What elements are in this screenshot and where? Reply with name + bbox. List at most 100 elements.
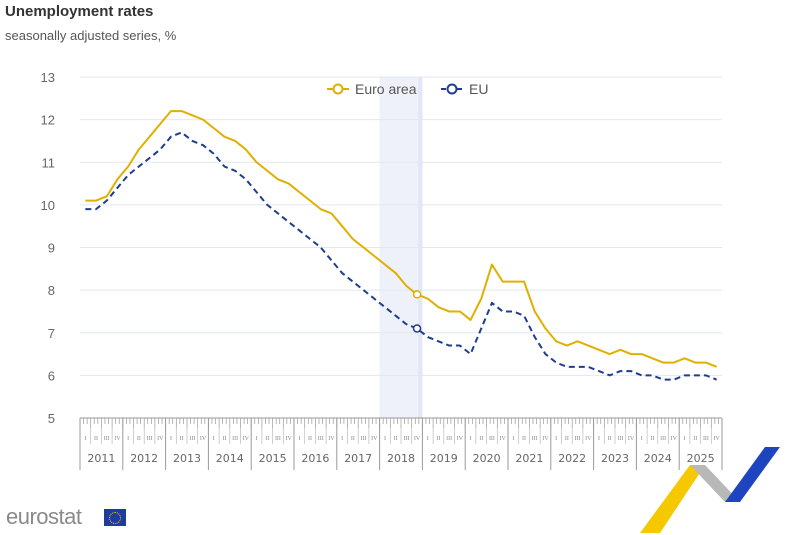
year-label: 2021 — [515, 452, 543, 465]
quarter-label: III — [318, 436, 324, 442]
quarter-label: IV — [499, 436, 506, 442]
quarter-label: IV — [371, 436, 378, 442]
quarter-label: II — [394, 436, 398, 442]
series-line-euro-area — [85, 110, 718, 368]
year-label: 2020 — [473, 452, 501, 465]
quarter-label: II — [565, 436, 569, 442]
quarter-label: III — [446, 436, 452, 442]
quarter-label: III — [660, 436, 666, 442]
quarter-label: I — [84, 436, 86, 442]
quarter-label: II — [693, 436, 697, 442]
brand-ribbon-blue — [725, 447, 780, 502]
quarter-label: III — [532, 436, 538, 442]
legend-marker — [446, 83, 458, 95]
year-label: 2022 — [558, 452, 586, 465]
quarter-label: II — [265, 436, 269, 442]
year-label: 2024 — [644, 452, 672, 465]
quarter-label: I — [598, 436, 600, 442]
quarter-label: II — [180, 436, 184, 442]
quarter-label: II — [351, 436, 355, 442]
series-marker — [412, 324, 422, 333]
y-tick-label: 7 — [48, 326, 55, 341]
quarter-label: III — [147, 436, 153, 442]
legend-label: EU — [469, 81, 488, 97]
chart-title: Unemployment rates — [5, 3, 154, 20]
year-label: 2025 — [687, 452, 715, 465]
quarter-label: II — [650, 436, 654, 442]
year-label: 2017 — [344, 452, 372, 465]
y-tick-label: 12 — [41, 113, 55, 128]
legend-marker — [332, 83, 344, 95]
chart-subtitle: seasonally adjusted series, % — [5, 28, 177, 43]
quarter-label: I — [256, 436, 258, 442]
quarter-label: I — [341, 436, 343, 442]
quarter-label: IV — [585, 436, 592, 442]
quarter-label: III — [703, 436, 709, 442]
quarter-label: IV — [285, 436, 292, 442]
quarter-label: III — [617, 436, 623, 442]
quarter-label: I — [170, 436, 172, 442]
quarter-label: III — [189, 436, 195, 442]
year-label: 2012 — [130, 452, 158, 465]
quarter-label: II — [137, 436, 141, 442]
quarter-label: II — [522, 436, 526, 442]
y-tick-label: 10 — [41, 198, 55, 213]
quarter-label: II — [479, 436, 483, 442]
quarter-label: I — [470, 436, 472, 442]
brand-ribbon-grey — [690, 465, 740, 502]
year-label: 2011 — [87, 452, 115, 465]
quarter-label: I — [127, 436, 129, 442]
quarter-label: III — [361, 436, 367, 442]
quarter-label: IV — [157, 436, 164, 442]
year-label: 2013 — [173, 452, 201, 465]
quarter-label: IV — [114, 436, 121, 442]
legend-label: Euro area — [355, 81, 417, 97]
quarter-label: I — [384, 436, 386, 442]
quarter-label: I — [684, 436, 686, 442]
quarter-label: I — [427, 436, 429, 442]
eurostat-logo: eurostat — [6, 504, 82, 529]
year-label: 2019 — [430, 452, 458, 465]
quarter-label: I — [555, 436, 557, 442]
quarter-label: I — [213, 436, 215, 442]
quarter-label: IV — [628, 436, 635, 442]
year-label: 2016 — [301, 452, 329, 465]
quarter-label: III — [232, 436, 238, 442]
year-label: 2023 — [601, 452, 629, 465]
quarter-label: I — [298, 436, 300, 442]
quarter-label: III — [403, 436, 409, 442]
quarter-label: II — [94, 436, 98, 442]
year-label: 2014 — [216, 452, 244, 465]
quarter-label: III — [575, 436, 581, 442]
quarter-label: III — [104, 436, 110, 442]
y-tick-label: 8 — [48, 283, 55, 298]
quarter-label: IV — [414, 436, 421, 442]
quarter-label: III — [275, 436, 281, 442]
quarter-label: IV — [243, 436, 250, 442]
series-marker — [412, 290, 422, 299]
quarter-label: IV — [542, 436, 549, 442]
quarter-label: III — [489, 436, 495, 442]
quarter-label: I — [512, 436, 514, 442]
quarter-label: IV — [457, 436, 464, 442]
y-tick-label: 5 — [48, 411, 55, 426]
quarter-label: IV — [200, 436, 207, 442]
series-line-eu — [85, 131, 718, 381]
year-label: 2018 — [387, 452, 415, 465]
y-tick-label: 6 — [48, 368, 55, 383]
quarter-label: I — [641, 436, 643, 442]
quarter-label: II — [608, 436, 612, 442]
quarter-label: IV — [671, 436, 678, 442]
year-label: 2015 — [259, 452, 287, 465]
quarter-label: II — [436, 436, 440, 442]
quarter-label: II — [308, 436, 312, 442]
y-tick-label: 13 — [41, 70, 55, 85]
quarter-label: IV — [713, 436, 720, 442]
quarter-label: II — [222, 436, 226, 442]
quarter-label: IV — [328, 436, 335, 442]
y-tick-label: 9 — [48, 241, 55, 256]
brand-ribbon-yellow — [640, 465, 705, 533]
eu-flag-icon — [104, 509, 126, 526]
